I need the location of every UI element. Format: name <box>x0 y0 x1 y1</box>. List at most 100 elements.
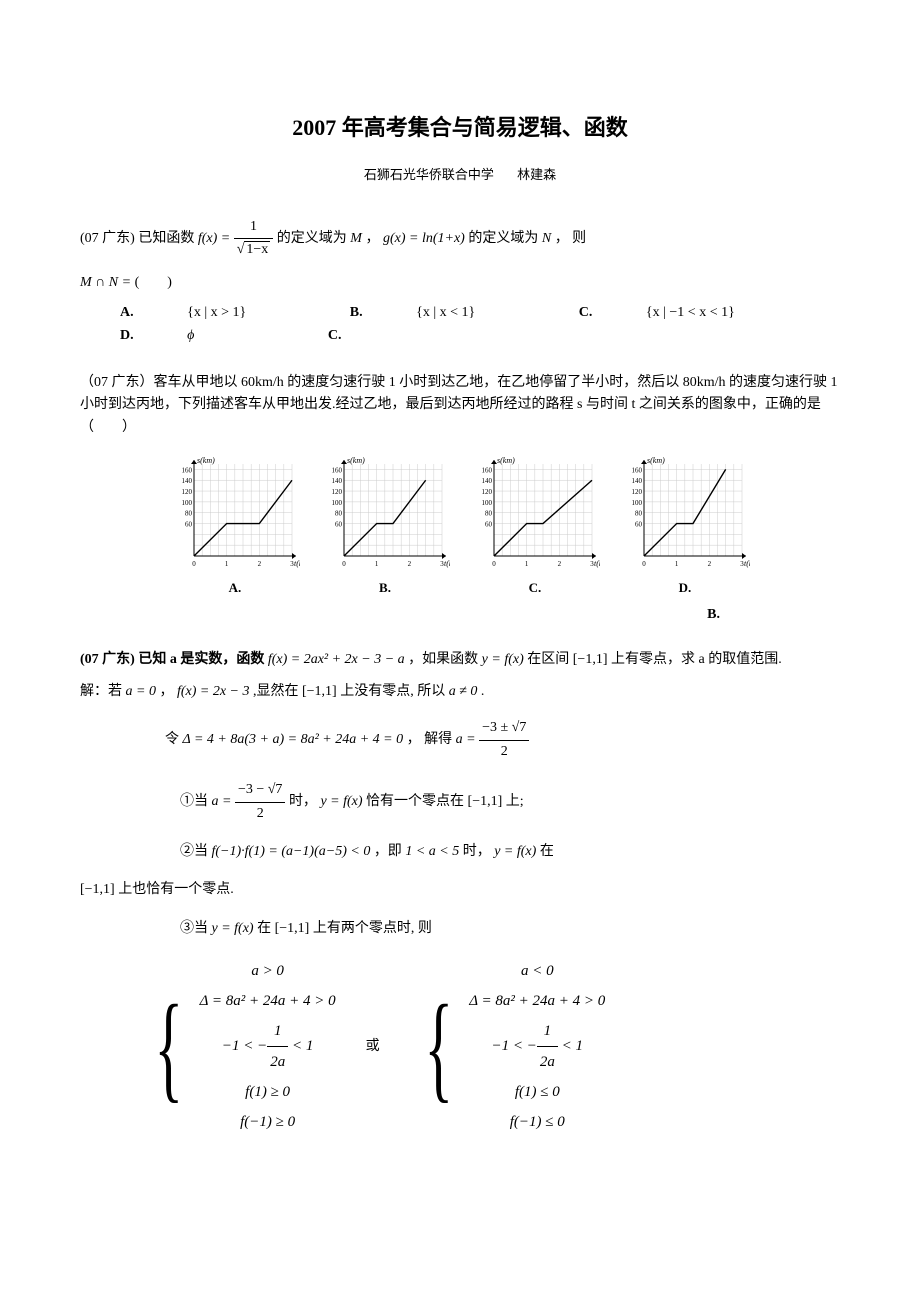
chart-label-A: A. <box>170 578 300 599</box>
p3-mid2: 在区间 <box>527 652 573 667</box>
p3-interval: [−1,1] <box>573 652 608 667</box>
author-school: 石狮石光华侨联合中学 <box>364 167 494 182</box>
p3-sol1-mid: ， 解得 <box>407 733 456 748</box>
svg-text:60: 60 <box>485 521 493 529</box>
svg-text:0: 0 <box>192 560 196 568</box>
p1-optA: A. {x | x > 1} <box>120 305 296 320</box>
p1-mn: M ∩ N = <box>80 275 131 290</box>
svg-text:100: 100 <box>482 499 493 507</box>
p3-case2-yfx: y = f(x) <box>494 844 536 859</box>
p1-frac-den-inner: 1−x <box>244 241 270 257</box>
p3-case2: ②当 f(−1)·f(1) = (a−1)(a−5) < 0 ，即 1 < a … <box>180 841 840 863</box>
chart-label-B: B. <box>320 578 450 599</box>
p3-case1-mid: 时， <box>289 794 321 809</box>
p1-gx: g(x) = ln(1+x) <box>383 231 465 246</box>
chart-svg-A: 60801001201401600123t(h)s(km) <box>170 454 300 574</box>
p1-frac-den: √1−x <box>234 239 274 261</box>
svg-text:0: 0 <box>492 560 496 568</box>
p3-sol0-mid2: ,显然在 <box>253 684 302 699</box>
p2-answer-row: B. <box>80 604 840 626</box>
p1-prefix: (07 广东) 已知函数 <box>80 231 198 246</box>
svg-text:60: 60 <box>635 521 643 529</box>
p3-case1-den: 2 <box>235 803 285 825</box>
svg-text:160: 160 <box>332 467 343 475</box>
p1-tail: ， 则 <box>555 231 587 246</box>
p3-case3-mid: 在 <box>257 921 275 936</box>
brace-1: { <box>154 972 183 1122</box>
svg-text:120: 120 <box>632 488 643 496</box>
svg-text:160: 160 <box>482 467 493 475</box>
svg-text:1: 1 <box>525 560 529 568</box>
p3-tail: 上有零点，求 a 的取值范围. <box>611 652 782 667</box>
p1-frac: 1 √1−x <box>234 216 274 262</box>
author-line: 石狮石光华侨联合中学 林建森 <box>80 165 840 186</box>
svg-text:80: 80 <box>635 510 643 518</box>
chart-svg-D: 60801001201401600123t(h)s(km) <box>620 454 750 574</box>
p1-options: A. {x | x > 1} B. {x | x < 1} C. {x | −1… <box>80 302 840 347</box>
p3-prefix: (07 广东) 已知 a 是实数，函数 <box>80 652 268 667</box>
p3-sol0-pre: 解：若 <box>80 684 126 699</box>
p3-mid: ，如果函数 <box>408 652 482 667</box>
svg-text:160: 160 <box>632 467 643 475</box>
p3-case1-end: 上; <box>506 794 524 809</box>
svg-text:1: 1 <box>675 560 679 568</box>
p3-case1-mid2: 恰有一个零点在 <box>366 794 468 809</box>
sys1-l5: f(−1) ≥ 0 <box>240 1107 295 1137</box>
sys2-lines: a < 0 Δ = 8a² + 24a + 4 > 0 −1 < −12a < … <box>469 956 605 1137</box>
charts-row: 60801001201401600123t(h)s(km)A.608010012… <box>80 454 840 599</box>
p3-sol0-mid: ， <box>159 684 177 699</box>
sys1-l3-frac: 12a <box>267 1016 288 1077</box>
svg-text:160: 160 <box>182 467 193 475</box>
p1-optD-label: D. <box>120 328 134 343</box>
p1-N: N <box>542 231 551 246</box>
p1-optB-text: {x | x < 1} <box>416 305 475 320</box>
svg-text:100: 100 <box>632 499 643 507</box>
p3-sol0-end: . <box>481 684 485 699</box>
sys1-l2: Δ = 8a² + 24a + 4 > 0 <box>200 986 336 1016</box>
sys2-l4: f(1) ≤ 0 <box>515 1077 560 1107</box>
sys1-l3-num: 1 <box>267 1016 288 1047</box>
p1-M: M <box>350 231 362 246</box>
p3-yfx: y = f(x) <box>482 652 524 667</box>
p3-case1-yfx: y = f(x) <box>320 794 362 809</box>
sys2-l3-frac: 12a <box>537 1016 558 1077</box>
p3-case3-end: 上有两个零点时, 则 <box>313 921 432 936</box>
sys2-l3-den: 2a <box>537 1047 558 1077</box>
chart-B: 60801001201401600123t(h)s(km)B. <box>320 454 450 599</box>
p3-case2-end: 在 <box>540 844 554 859</box>
p3-case2-eq: f(−1)·f(1) = (a−1)(a−5) < 0 <box>212 844 371 859</box>
p1-frac-num: 1 <box>234 216 274 239</box>
p3-case1-int: [−1,1] <box>468 794 503 809</box>
chart-svg-C: 60801001201401600123t(h)s(km) <box>470 454 600 574</box>
author-name: 林建森 <box>517 167 556 182</box>
problem-3: (07 广东) 已知 a 是实数，函数 f(x) = 2ax² + 2x − 3… <box>80 649 840 671</box>
svg-text:0: 0 <box>342 560 346 568</box>
p1-optD: D. ϕ <box>120 328 244 343</box>
p3-case1-pre: ①当 <box>180 794 212 809</box>
sys2-l3-post: < 1 <box>558 1038 583 1054</box>
chart-svg-B: 60801001201401600123t(h)s(km) <box>320 454 450 574</box>
p3-case2-l2-int: [−1,1] <box>80 882 115 897</box>
p3-sol1-delta: Δ = 4 + 8a(3 + a) = 8a² + 24a + 4 = 0 <box>183 733 404 748</box>
problem-1: (07 广东) 已知函数 f(x) = 1 √1−x 的定义域为 M ， g(x… <box>80 216 840 262</box>
chart-label-C: C. <box>470 578 600 599</box>
chart-D: 60801001201401600123t(h)s(km)D. <box>620 454 750 599</box>
p3-case3-pre: ③当 <box>180 921 212 936</box>
p3-case3: ③当 y = f(x) 在 [−1,1] 上有两个零点时, 则 <box>180 918 840 940</box>
p1-question: M ∩ N = ( ) <box>80 272 840 294</box>
p3-sol0-a0: a = 0 <box>126 684 156 699</box>
or-text: 或 <box>366 1036 380 1058</box>
p3-sol1: 令 Δ = 4 + 8a(3 + a) = 8a² + 24a + 4 = 0 … <box>165 717 840 763</box>
svg-text:2: 2 <box>708 560 712 568</box>
svg-text:140: 140 <box>482 477 493 485</box>
p3-case1: ①当 a = −3 − √7 2 时， y = f(x) 恰有一个零点在 [−1… <box>180 779 840 825</box>
p3-sol0-mid3: 上没有零点, 所以 <box>340 684 449 699</box>
sys1-l3-pre: −1 < − <box>222 1038 267 1054</box>
svg-text:s(km): s(km) <box>497 456 515 465</box>
page-title: 2007 年高考集合与简易逻辑、函数 <box>80 110 840 145</box>
p1-optB-label: B. <box>350 305 363 320</box>
svg-text:t(h): t(h) <box>594 559 600 568</box>
brace-2: { <box>424 972 453 1122</box>
svg-text:2: 2 <box>258 560 262 568</box>
p1-optA-text: {x | x > 1} <box>187 305 246 320</box>
